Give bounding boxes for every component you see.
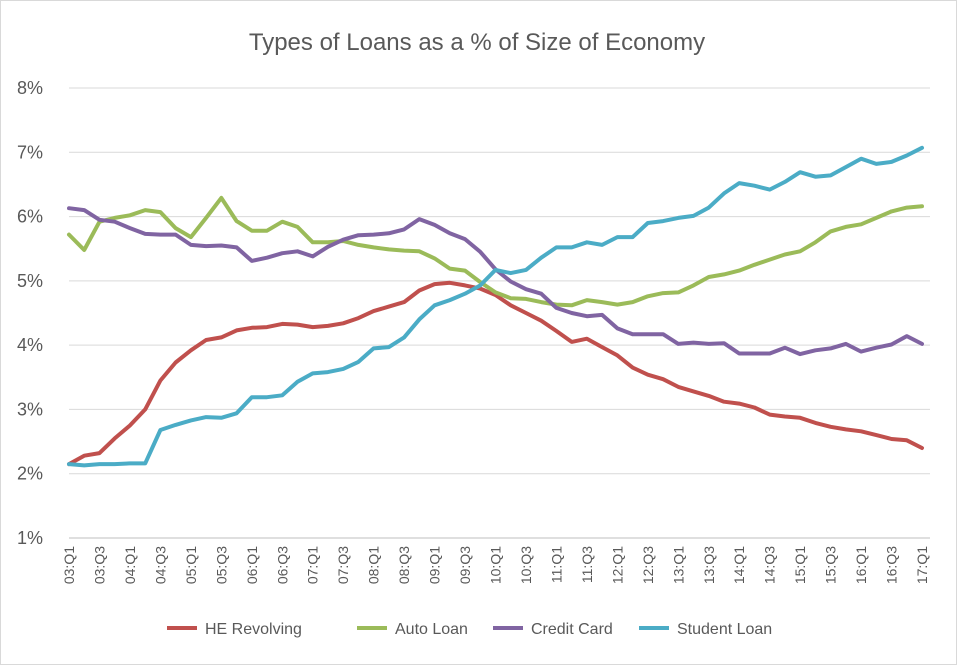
x-tick-label: 07:Q3: [335, 546, 351, 584]
y-tick-label: 2%: [17, 464, 43, 484]
x-tick-label: 16:Q1: [853, 546, 869, 584]
x-tick-label: 06:Q3: [274, 546, 290, 584]
x-tick-label: 08:Q3: [396, 546, 412, 584]
x-tick-label: 10:Q1: [488, 546, 504, 584]
y-axis-ticks: 1% 2% 3% 4% 5% 6% 7% 8%: [17, 78, 43, 548]
x-tick-label: 14:Q3: [762, 546, 778, 584]
legend-label-auto-loan: Auto Loan: [395, 621, 468, 638]
y-tick-label: 7%: [17, 142, 43, 162]
y-tick-label: 1%: [17, 528, 43, 548]
x-tick-label: 12:Q1: [609, 546, 625, 584]
series-line-student-loan: [67, 145, 924, 468]
x-tick-label: 04:Q3: [152, 546, 168, 584]
legend-label-student-loan: Student Loan: [677, 621, 772, 638]
y-tick-label: 6%: [17, 207, 43, 227]
y-tick-label: 5%: [17, 271, 43, 291]
x-tick-label: 09:Q1: [427, 546, 443, 584]
x-tick-label: 07:Q1: [305, 546, 321, 584]
series-line-auto-loan: [67, 195, 924, 308]
x-tick-label: 05:Q3: [213, 546, 229, 584]
x-tick-label: 10:Q3: [518, 546, 534, 584]
x-tick-label: 13:Q3: [701, 546, 717, 584]
x-tick-label: 09:Q3: [457, 546, 473, 584]
x-tick-label: 11:Q3: [579, 546, 595, 583]
x-tick-label: 05:Q1: [183, 546, 199, 584]
x-axis-ticks: 03:Q1 03:Q3 04:Q1 04:Q3 05:Q1 05:Q3 06:Q1 06:Q3…: [61, 546, 930, 584]
x-tick-label: 15:Q3: [823, 546, 839, 584]
gridlines: [69, 87, 930, 475]
x-tick-label: 03:Q1: [61, 546, 77, 584]
x-tick-label: 13:Q1: [670, 546, 686, 584]
x-tick-label: 08:Q1: [366, 546, 382, 584]
y-tick-label: 3%: [17, 399, 43, 419]
x-tick-label: 16:Q3: [884, 546, 900, 584]
legend-label-credit-card: Credit Card: [531, 621, 613, 638]
legend-label-he-revolving: HE Revolving: [205, 621, 302, 638]
x-tick-label: 11:Q1: [548, 546, 564, 583]
y-tick-label: 8%: [17, 78, 43, 98]
series-lines: [67, 145, 924, 468]
y-tick-label: 4%: [17, 335, 43, 355]
x-tick-label: 03:Q3: [92, 546, 108, 584]
x-tick-label: 12:Q3: [640, 546, 656, 584]
legend: HE Revolving Auto Loan Credit Card Student …: [167, 621, 772, 638]
x-tick-label: 14:Q1: [731, 546, 747, 584]
series-line-he-revolving: [67, 280, 924, 467]
x-tick-label: 15:Q1: [792, 546, 808, 584]
x-tick-label: 06:Q1: [244, 546, 260, 584]
x-tick-label: 17:Q1: [914, 546, 930, 584]
x-tick-label: 04:Q1: [122, 546, 138, 584]
chart-title: Types of Loans as a % of Size of Economy: [249, 29, 705, 56]
